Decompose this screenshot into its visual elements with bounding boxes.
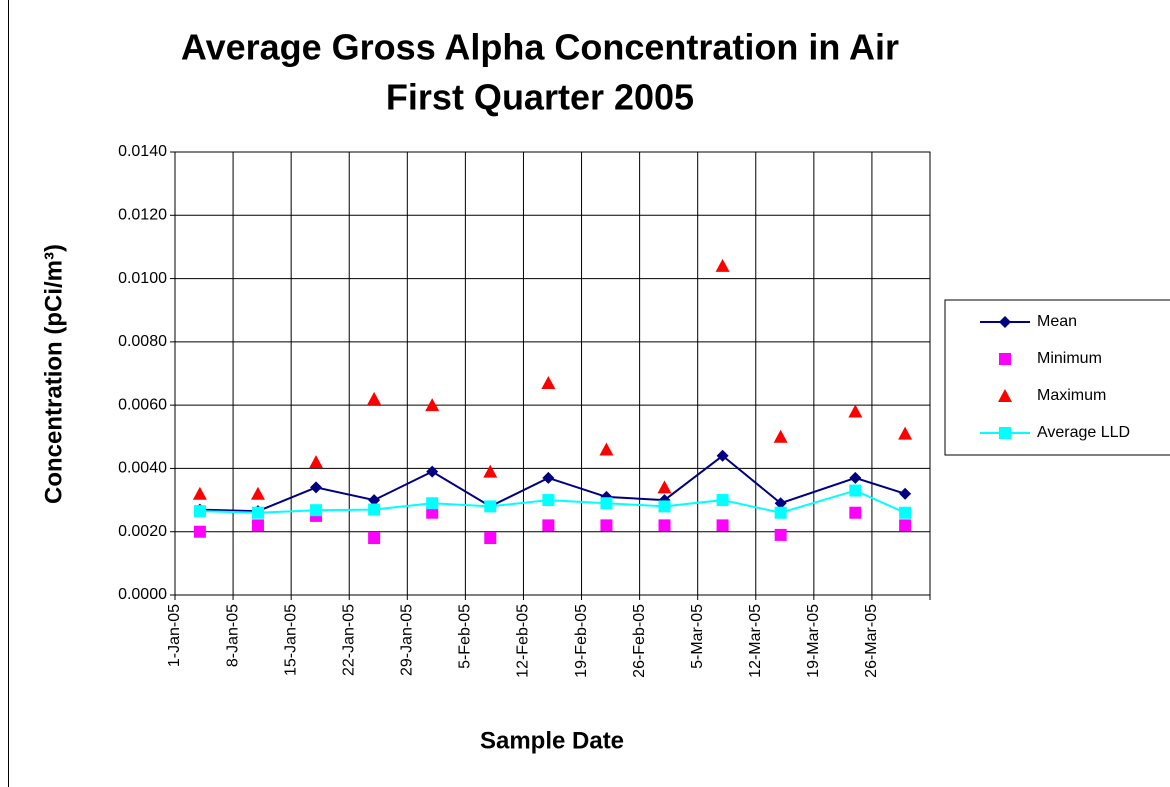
point <box>426 465 439 478</box>
point <box>542 519 555 532</box>
point <box>600 519 613 532</box>
x-tick-label: 12-Mar-05 <box>747 604 764 678</box>
point <box>716 449 729 462</box>
point <box>542 471 555 484</box>
y-tick-label: 0.0120 <box>118 207 167 224</box>
x-tick-label: 19-Mar-05 <box>805 604 822 678</box>
y-tick-label: 0.0060 <box>118 396 167 413</box>
point <box>192 486 207 500</box>
point <box>368 503 381 516</box>
point <box>251 506 264 519</box>
x-tick-label: 15-Jan-05 <box>282 604 299 676</box>
legend-box <box>944 299 1170 456</box>
y-tick-label: 0.0020 <box>118 523 167 540</box>
point <box>716 519 729 532</box>
point <box>849 484 862 497</box>
point <box>716 494 729 507</box>
legend-marker <box>999 353 1011 365</box>
legend-label: Mean <box>1037 313 1077 330</box>
point <box>849 506 862 519</box>
y-tick-label: 0.0080 <box>118 333 167 350</box>
point <box>899 519 912 532</box>
x-tick-label: 26-Mar-05 <box>863 604 880 678</box>
point <box>483 464 498 478</box>
point <box>309 455 324 469</box>
legend-marker <box>999 316 1011 328</box>
y-tick-label: 0.0100 <box>118 270 167 287</box>
point <box>310 504 323 517</box>
point <box>426 506 439 519</box>
x-tick-label: 5-Feb-05 <box>457 604 474 669</box>
x-tick-label: 29-Jan-05 <box>399 604 416 676</box>
legend-marker <box>999 427 1011 439</box>
point <box>193 525 206 538</box>
point <box>426 497 439 510</box>
point <box>899 506 912 519</box>
point <box>367 391 382 405</box>
point <box>774 506 787 519</box>
point <box>774 497 787 510</box>
chart-title: First Quarter 2005 <box>386 77 694 118</box>
point <box>773 429 788 443</box>
point <box>899 487 912 500</box>
plot-border <box>174 151 931 596</box>
legend-label: Maximum <box>1037 387 1106 404</box>
chart-title: Average Gross Alpha Concentration in Air <box>181 27 899 68</box>
point <box>849 471 862 484</box>
legend-label: Average LLD <box>1037 424 1130 441</box>
point <box>250 486 265 500</box>
point <box>542 494 555 507</box>
point <box>251 519 264 532</box>
x-tick-label: 8-Jan-05 <box>224 604 241 667</box>
y-tick-label: 0.0040 <box>118 460 167 477</box>
x-tick-label: 22-Jan-05 <box>340 604 357 676</box>
x-tick-label: 5-Mar-05 <box>689 604 706 669</box>
point <box>193 505 206 518</box>
point <box>541 375 556 389</box>
point <box>658 519 671 532</box>
point <box>774 528 787 541</box>
x-tick-label: 12-Feb-05 <box>515 604 532 678</box>
point <box>600 497 613 510</box>
point <box>368 532 381 545</box>
legend-marker <box>998 389 1012 402</box>
point <box>898 426 913 440</box>
point <box>368 494 381 507</box>
legend-label: Minimum <box>1037 350 1102 367</box>
point <box>848 404 863 418</box>
point <box>484 532 497 545</box>
point <box>425 398 440 412</box>
y-tick-label: 0.0140 <box>118 143 167 160</box>
x-axis-label: Sample Date <box>480 727 624 754</box>
x-tick-label: 26-Feb-05 <box>631 604 648 678</box>
point <box>484 500 497 513</box>
y-tick-label: 0.0000 <box>118 586 167 603</box>
x-tick-label: 19-Feb-05 <box>573 604 590 678</box>
point <box>599 442 614 456</box>
x-tick-label: 1-Jan-05 <box>166 604 183 667</box>
point <box>715 258 730 272</box>
y-axis-label: Concentration (pCi/m³) <box>40 244 67 504</box>
point <box>310 481 323 494</box>
point <box>657 480 672 494</box>
point <box>658 500 671 513</box>
